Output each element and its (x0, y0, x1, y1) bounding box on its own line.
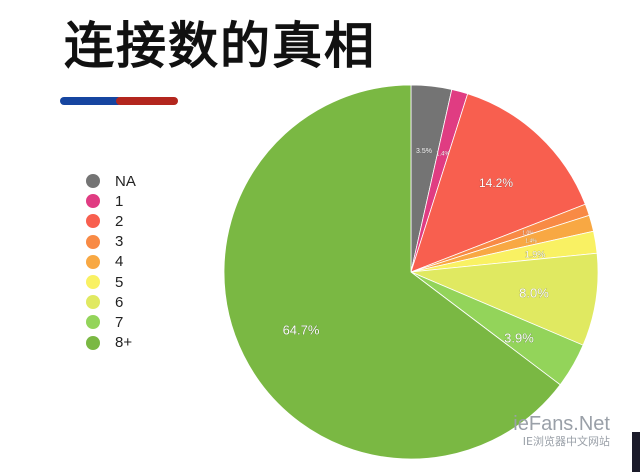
legend-label: 2 (115, 212, 124, 230)
legend-item-6: 6 (86, 292, 136, 312)
slice-5-value-label: 1.9% (525, 249, 546, 259)
legend-label: 7 (115, 313, 124, 331)
chart-legend: NA 1 2 3 4 5 6 7 8+ (86, 171, 136, 353)
legend-item-1: 1 (86, 191, 136, 211)
title-accent-bar-red (116, 97, 178, 105)
slice-8plus (223, 84, 561, 460)
legend-item-8plus: 8+ (86, 333, 136, 353)
slice-6 (410, 252, 599, 346)
corner-decoration (632, 432, 640, 472)
slice-1-value-label: 1.4% (436, 152, 450, 158)
watermark-subtitle: IE浏览器中文网站 (522, 435, 610, 448)
slice-6-value-label: 8.0% (519, 285, 549, 300)
legend-swatch (86, 254, 100, 269)
legend-item-7: 7 (86, 312, 136, 332)
legend-swatch (86, 194, 100, 209)
slice-2-value-label: 14.2% (479, 176, 513, 190)
slice-na-value-label: 3.5% (416, 148, 432, 155)
watermark: ieFans.Net IE浏览器中文网站 (513, 413, 610, 448)
legend-swatch (86, 234, 100, 249)
watermark-brand: ieFans.Net (513, 413, 610, 435)
legend-swatch (86, 214, 100, 229)
legend-item-2: 2 (86, 211, 136, 231)
legend-swatch (86, 174, 100, 189)
legend-label: 1 (115, 192, 124, 210)
legend-label: NA (115, 172, 136, 190)
legend-item-4: 4 (86, 252, 136, 272)
legend-label: 6 (115, 293, 124, 311)
legend-swatch (86, 295, 100, 310)
title-accent-bar-blue (60, 97, 122, 105)
slice-4-value-label: 1.4% (525, 238, 537, 244)
legend-item-3: 3 (86, 232, 136, 252)
legend-label: 5 (115, 273, 124, 291)
legend-swatch (86, 275, 100, 290)
legend-label: 4 (115, 253, 124, 271)
slice-7-value-label: 3.9% (504, 330, 534, 345)
legend-swatch (86, 315, 100, 330)
slice-3-value-label: 1.0% (522, 230, 534, 236)
legend-label: 8+ (115, 334, 133, 352)
legend-item-na: NA (86, 171, 136, 191)
slide-title: 连接数的真相 (64, 17, 376, 75)
slice-8plus-value-label: 64.7% (283, 322, 320, 337)
legend-swatch (86, 335, 100, 350)
legend-item-5: 5 (86, 272, 136, 292)
legend-label: 3 (115, 233, 124, 251)
slice-2 (410, 93, 586, 273)
